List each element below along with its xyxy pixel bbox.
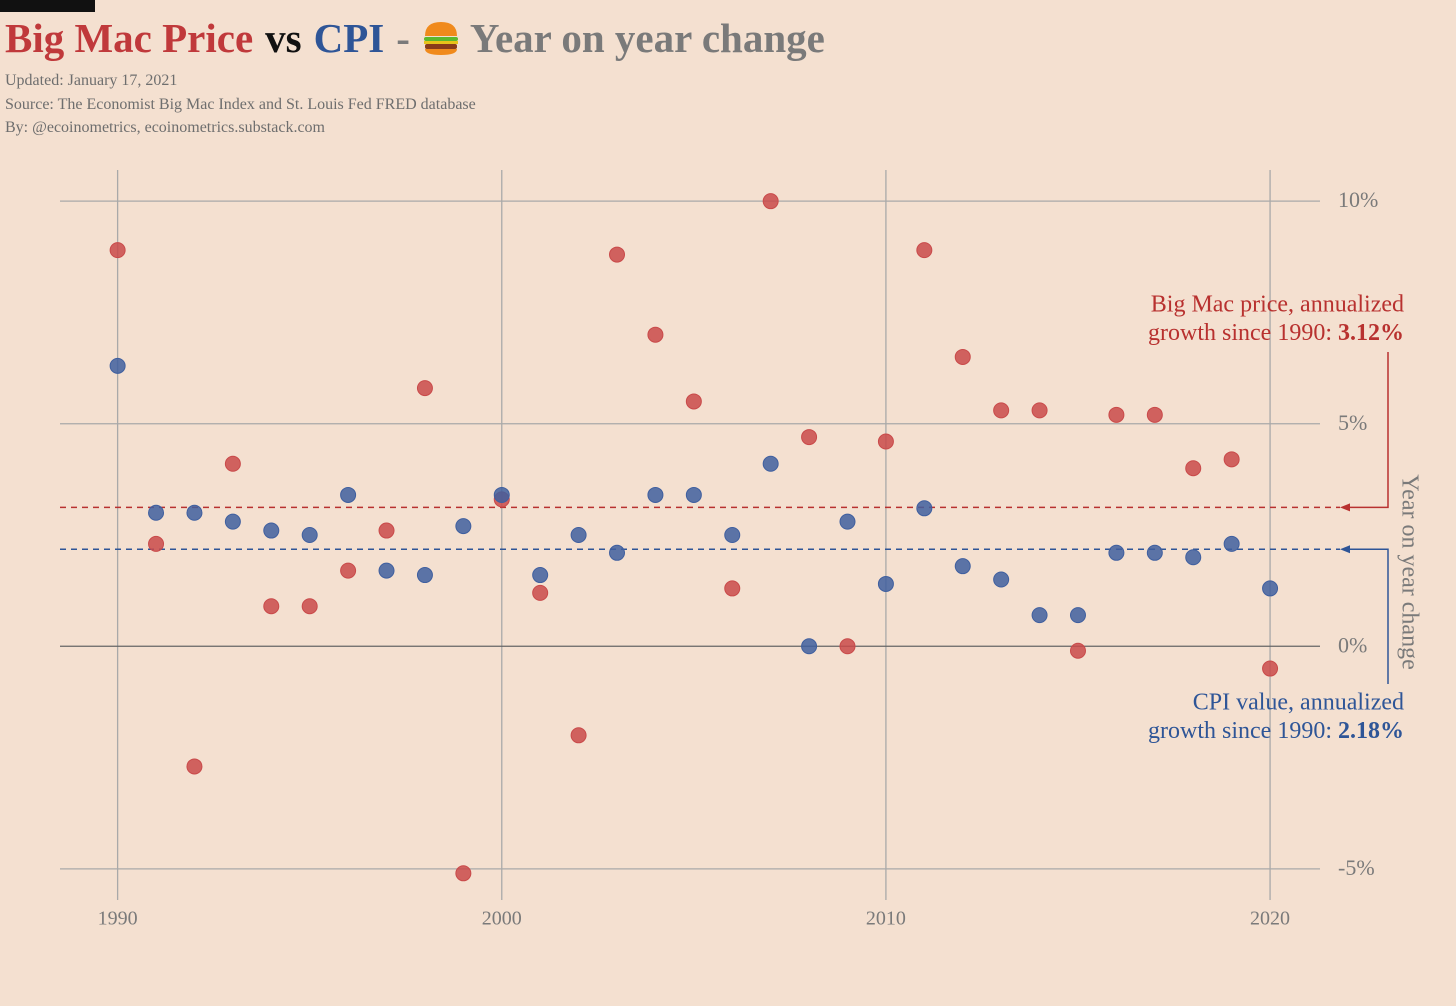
subtitle: Updated: January 17, 2021	[5, 72, 178, 89]
point	[378, 522, 395, 539]
annotation-value: 3.12%	[1338, 320, 1404, 346]
annotation-line: CPI value, annualized	[1193, 690, 1404, 716]
point	[148, 535, 165, 552]
point	[1146, 406, 1163, 423]
point	[186, 504, 203, 521]
point	[916, 500, 933, 517]
point	[416, 380, 433, 397]
annotation-line: Big Mac price, annualized	[1151, 292, 1404, 318]
point	[1069, 642, 1086, 659]
point	[647, 486, 664, 503]
point	[1223, 535, 1240, 552]
point	[1146, 544, 1163, 561]
point	[109, 242, 126, 259]
point	[647, 326, 664, 343]
point	[532, 567, 549, 584]
title-vs: vs	[265, 15, 302, 61]
point	[1108, 544, 1125, 561]
point	[954, 558, 971, 575]
point	[801, 638, 818, 655]
point	[263, 522, 280, 539]
annotation-text: growth since 1990:	[1148, 718, 1332, 744]
point	[1185, 549, 1202, 566]
point	[839, 638, 856, 655]
point	[1223, 451, 1240, 468]
point	[916, 242, 933, 259]
point	[762, 455, 779, 472]
point	[609, 544, 626, 561]
point	[570, 727, 587, 744]
x-tick-label: 2000	[482, 908, 522, 930]
title-dash: -	[396, 15, 410, 61]
burger-icon	[423, 22, 458, 55]
title: Big Mac Price vs CPI - Year on year chan…	[5, 14, 837, 62]
point	[877, 433, 894, 450]
point	[301, 598, 318, 615]
annotation-arrow	[1346, 352, 1389, 509]
point	[685, 486, 702, 503]
annotation-arrow	[1346, 548, 1389, 684]
point	[724, 580, 741, 597]
point	[340, 562, 357, 579]
point	[416, 567, 433, 584]
arrow-head	[1340, 545, 1350, 554]
point	[954, 348, 971, 365]
point	[1185, 460, 1202, 477]
point	[493, 486, 510, 503]
annotation-value: 2.18%	[1338, 718, 1404, 744]
x-tick-label: 2010	[866, 908, 906, 930]
point	[1069, 607, 1086, 624]
y-axis-label: Year on year change	[1396, 474, 1422, 669]
point	[801, 429, 818, 446]
y-tick-label: -5%	[1338, 855, 1375, 880]
y-tick-label: 0%	[1338, 632, 1367, 657]
point	[570, 527, 587, 543]
x-tick-label: 2020	[1250, 908, 1290, 930]
point	[455, 518, 472, 535]
annotation-line: growth since 1990: 2.18%	[1148, 718, 1404, 744]
subtitle: By: @ecoinometrics, ecoinometrics.substa…	[5, 119, 325, 136]
point	[340, 486, 357, 503]
title-rest: Year on year change	[469, 15, 825, 61]
point	[685, 393, 702, 410]
title-series-b: CPI	[313, 15, 385, 61]
subtitles: Updated: January 17, 2021 Source: The Ec…	[5, 69, 476, 140]
point	[762, 193, 779, 210]
point	[1262, 660, 1279, 677]
point	[532, 584, 549, 601]
subtitle: Source: The Economist Big Mac Index and …	[5, 95, 476, 113]
point	[148, 504, 165, 521]
point	[839, 513, 856, 530]
point	[301, 527, 318, 543]
point	[724, 527, 741, 543]
arrow-head	[1340, 503, 1350, 512]
point	[609, 246, 626, 263]
point	[109, 357, 126, 374]
corner-bar	[0, 0, 95, 12]
point	[1031, 607, 1048, 624]
y-tick-label: 5%	[1338, 410, 1367, 435]
point	[877, 575, 894, 592]
point	[186, 758, 203, 775]
point	[224, 455, 241, 472]
point	[1031, 402, 1048, 419]
title-series-a: Big Mac Price	[5, 15, 254, 61]
point	[1108, 406, 1125, 423]
annotation-line: growth since 1990: 3.12%	[1148, 320, 1404, 346]
point	[1262, 580, 1279, 597]
point	[378, 562, 395, 579]
annotation-text: growth since 1990:	[1148, 320, 1332, 346]
point	[455, 865, 472, 882]
point	[263, 598, 280, 615]
x-tick-label: 1990	[98, 908, 138, 930]
point	[224, 513, 241, 530]
y-tick-label: 10%	[1338, 187, 1378, 212]
point	[993, 402, 1010, 419]
point	[993, 571, 1010, 588]
